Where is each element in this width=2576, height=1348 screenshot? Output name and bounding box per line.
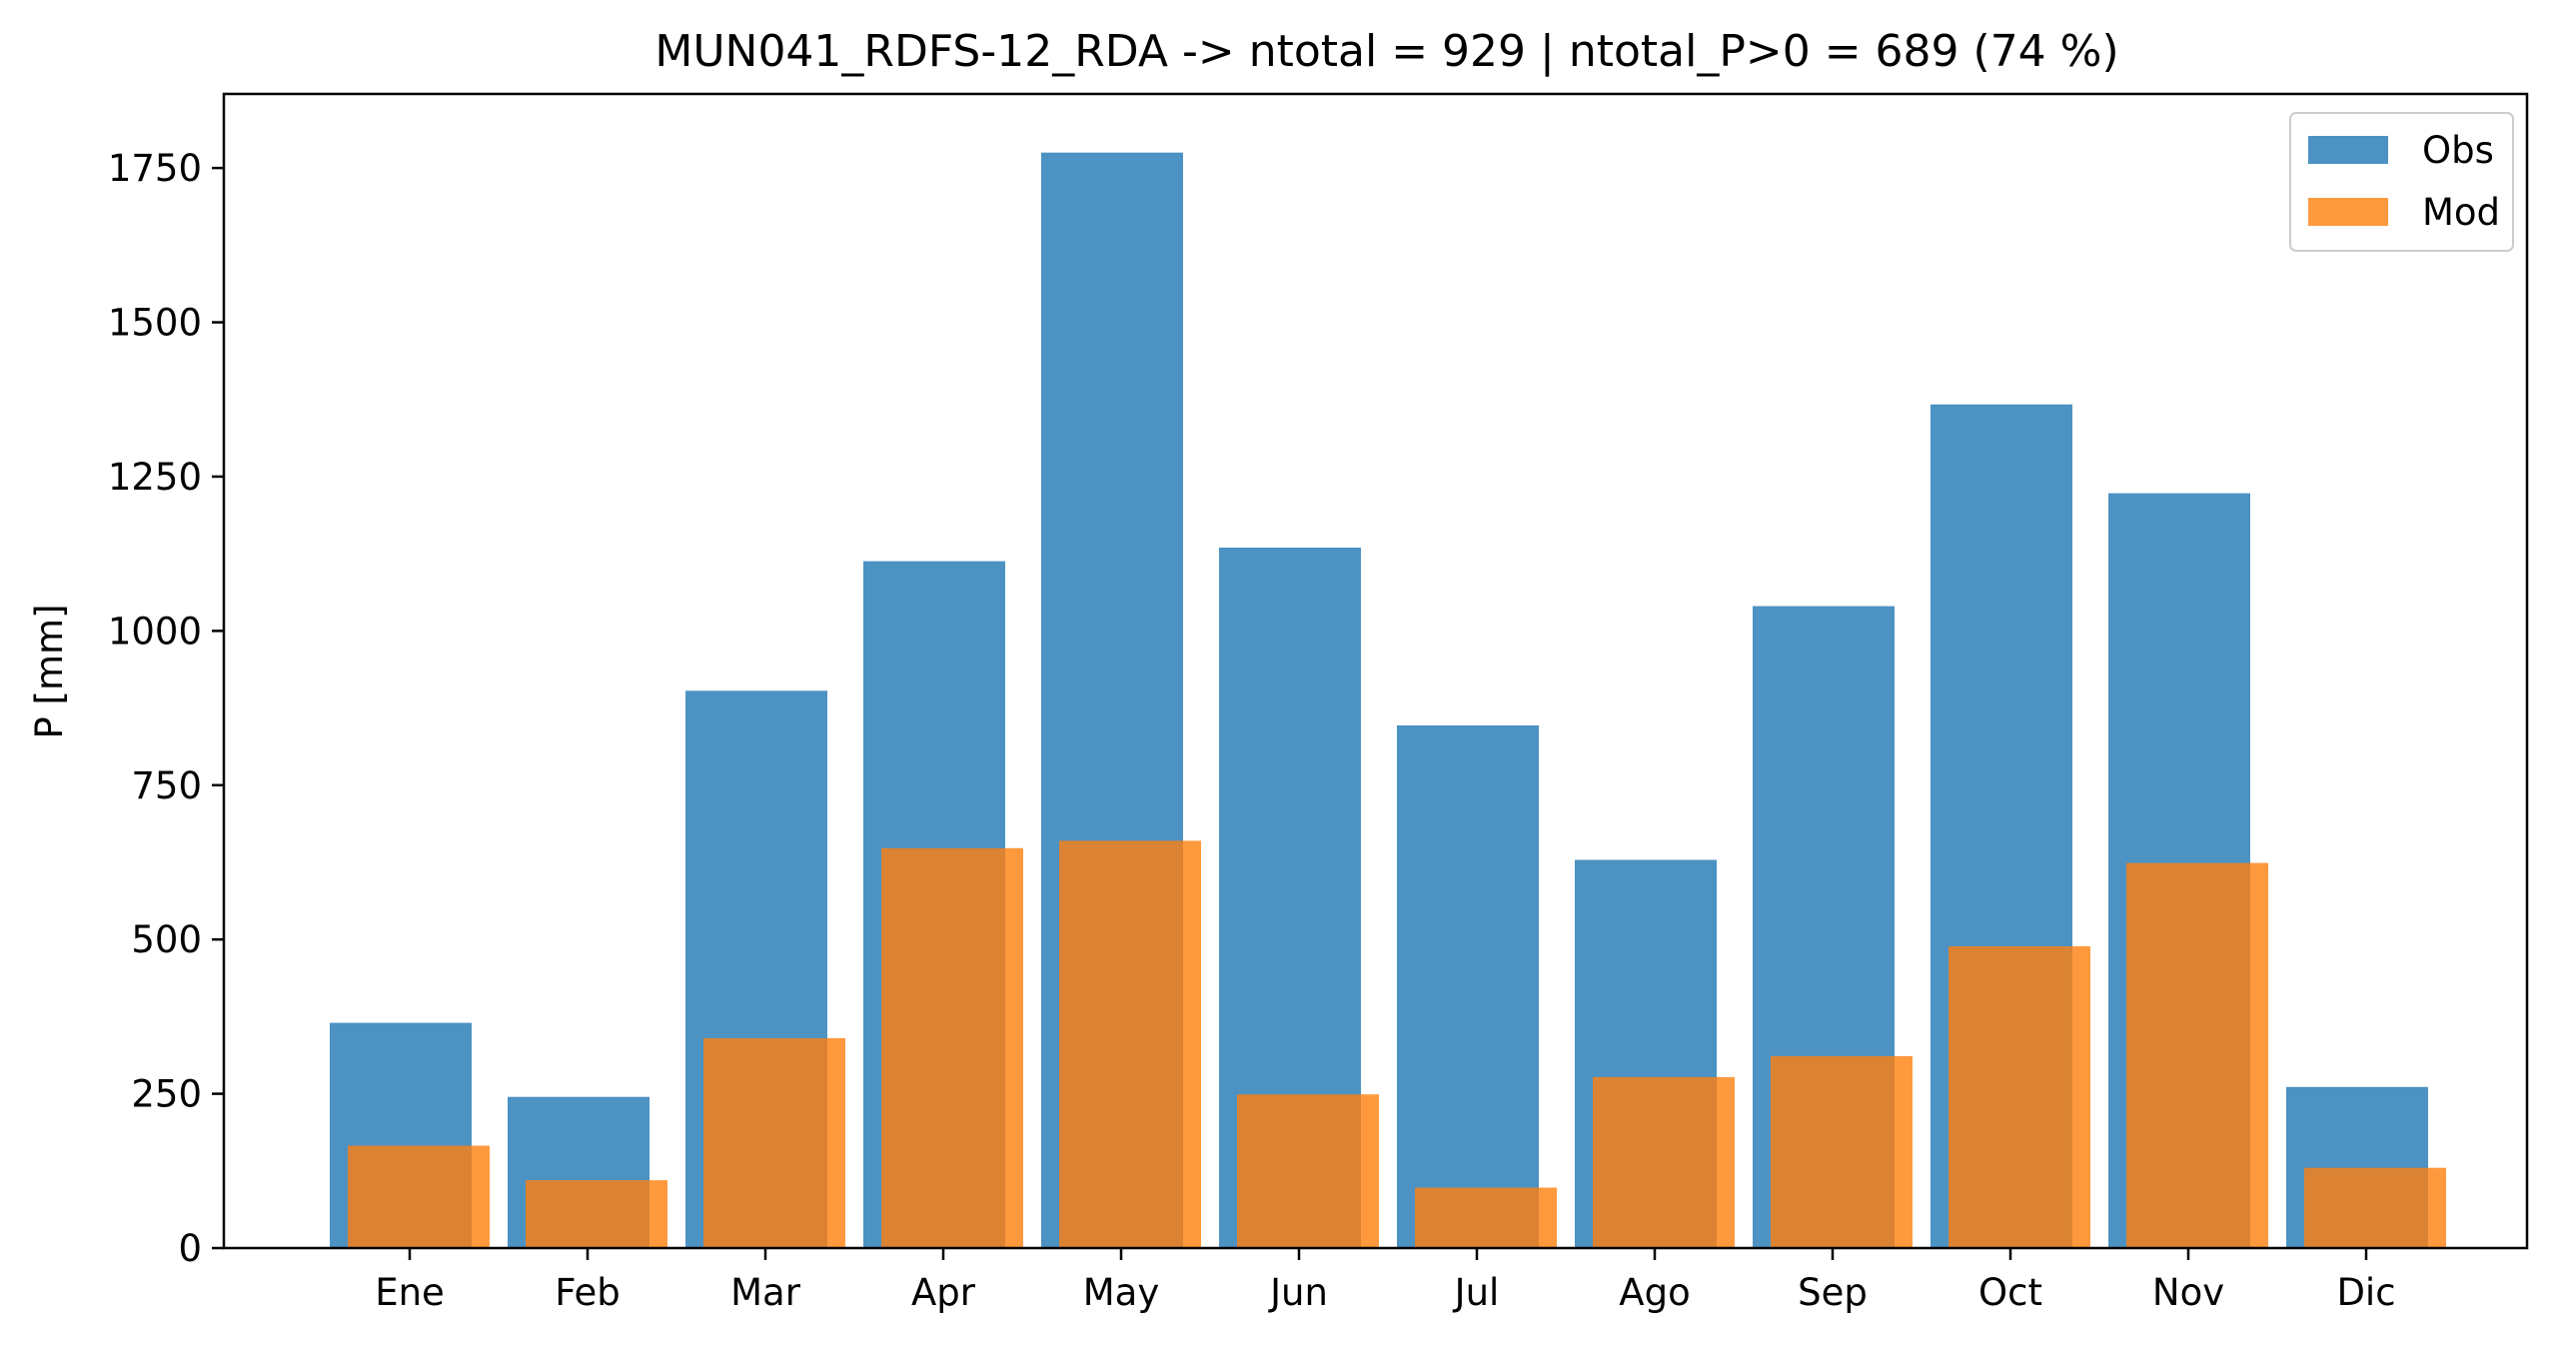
bars-layer — [330, 152, 2446, 1249]
x-tick-label-ene: Ene — [375, 1271, 445, 1314]
bar-mod-may — [1059, 840, 1201, 1248]
bar-mod-ago — [1593, 1076, 1735, 1248]
x-tick-label-dic: Dic — [2336, 1271, 2395, 1314]
legend-swatch-mod — [2308, 198, 2388, 226]
y-tick-label: 1000 — [108, 610, 202, 653]
y-tick-label: 250 — [131, 1073, 202, 1116]
y-tick-label: 0 — [178, 1227, 202, 1270]
bar-mod-mar — [703, 1038, 845, 1248]
x-axis-ticks: Ene Feb Mar Apr May Jun Jul Ago Sep Oct Nov Dic — [375, 1248, 2396, 1314]
bar-mod-jul — [1415, 1187, 1557, 1248]
bar-obs-jul — [1397, 724, 1539, 1248]
legend-label-obs: Obs — [2422, 129, 2494, 172]
x-tick-label-ago: Ago — [1619, 1271, 1690, 1314]
legend-swatch-obs — [2308, 136, 2388, 164]
bar-mod-nov — [2126, 862, 2268, 1248]
y-tick-label: 1250 — [108, 456, 202, 499]
legend: Obs Mod — [2289, 112, 2514, 252]
x-tick-label-jul: Jul — [1453, 1271, 1500, 1314]
y-axis-label: P [mm] — [28, 604, 71, 738]
x-tick-label-sep: Sep — [1798, 1271, 1868, 1314]
chart-title: MUN041_RDFS-12_RDA -> ntotal = 929 | nto… — [654, 26, 2118, 77]
bar-mod-dic — [2304, 1167, 2446, 1248]
x-tick-label-mar: Mar — [730, 1271, 801, 1314]
y-tick-label: 750 — [131, 764, 202, 807]
bar-mod-apr — [881, 847, 1023, 1248]
x-tick-label-jun: Jun — [1268, 1271, 1328, 1314]
bar-mod-sep — [1771, 1055, 1913, 1248]
bar-mod-feb — [526, 1180, 667, 1248]
x-tick-label-nov: Nov — [2152, 1271, 2224, 1314]
bar-mod-ene — [348, 1145, 490, 1248]
y-tick-label: 1750 — [108, 147, 202, 190]
legend-label-mod: Mod — [2422, 191, 2500, 234]
x-tick-label-feb: Feb — [555, 1271, 621, 1314]
y-axis-ticks: 0 250 500 750 1000 1250 1500 1750 — [108, 147, 224, 1270]
x-tick-label-apr: Apr — [911, 1271, 976, 1314]
x-tick-label-may: May — [1083, 1271, 1160, 1314]
bar-mod-oct — [1948, 946, 2090, 1248]
bar-mod-jun — [1237, 1094, 1379, 1248]
x-tick-label-oct: Oct — [1978, 1271, 2042, 1314]
plot-frame — [222, 92, 2529, 1250]
y-tick-label: 500 — [131, 918, 202, 961]
y-tick-label: 1500 — [108, 302, 202, 345]
